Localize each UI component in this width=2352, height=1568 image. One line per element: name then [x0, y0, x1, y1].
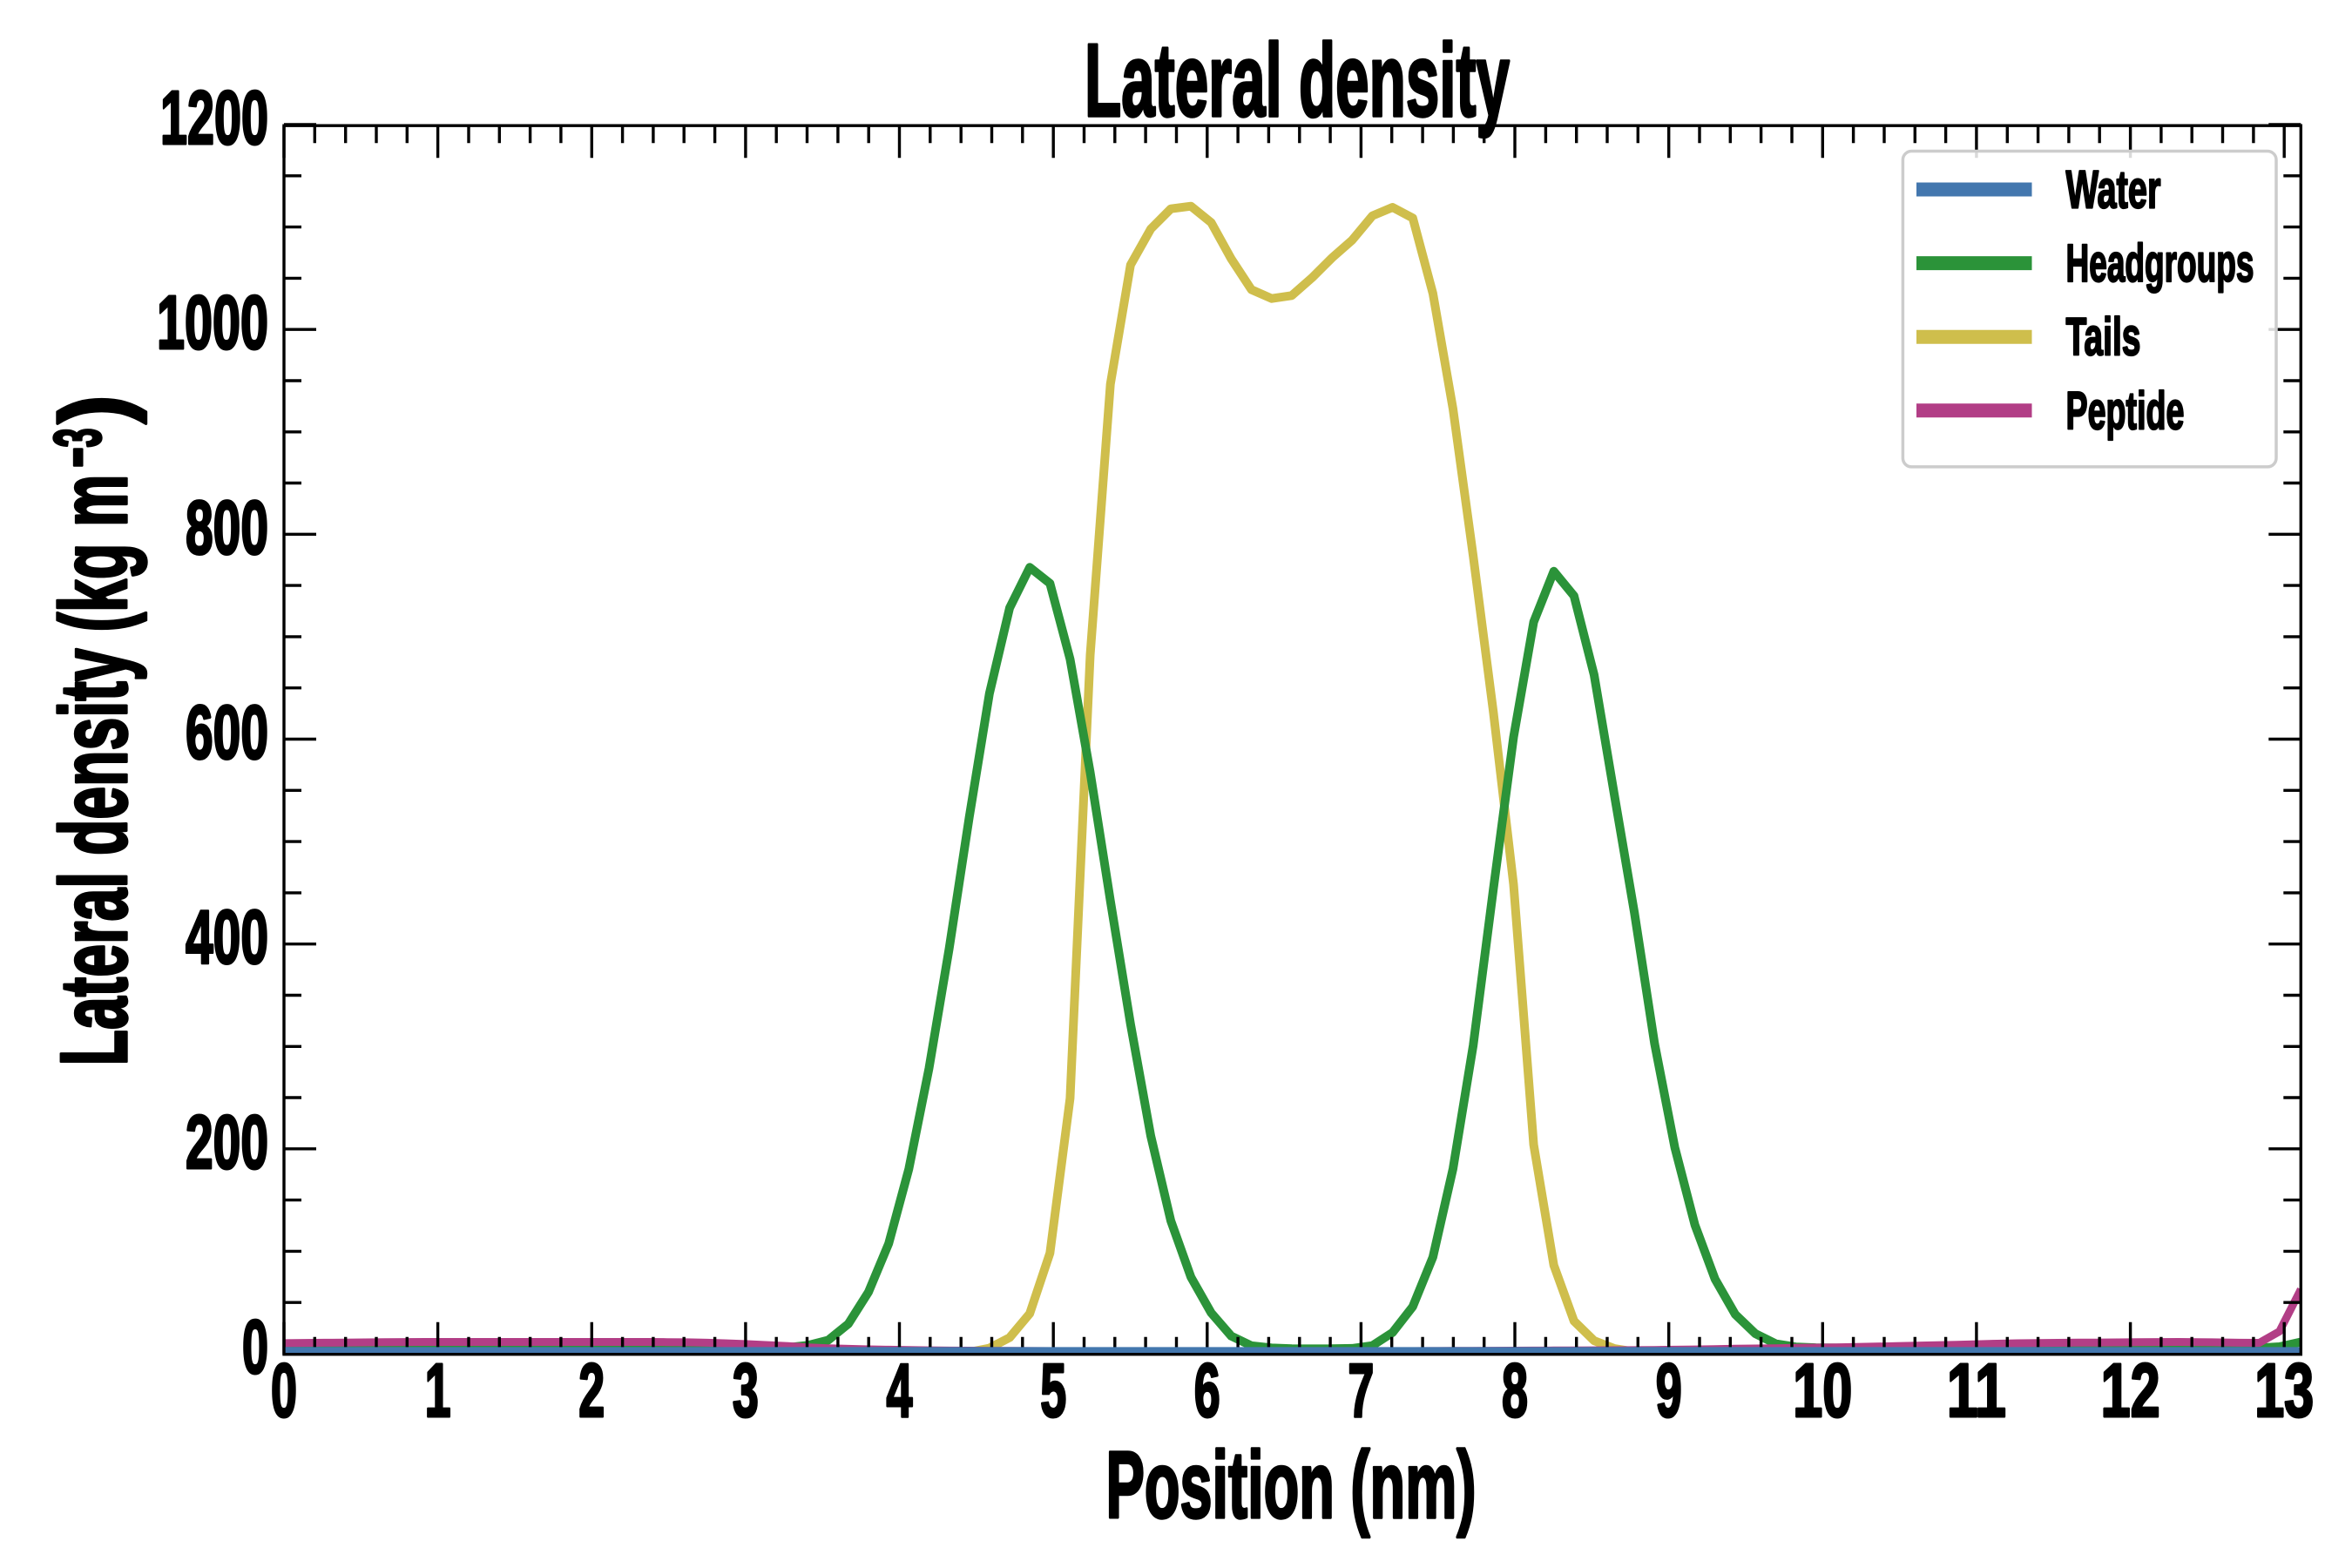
svg-text:13: 13 — [2254, 1348, 2314, 1433]
svg-text:10: 10 — [1793, 1348, 1852, 1433]
svg-text:Peptide: Peptide — [2066, 381, 2185, 440]
svg-text:5: 5 — [1040, 1348, 1066, 1433]
svg-text:400: 400 — [186, 896, 268, 980]
svg-text:4: 4 — [886, 1348, 912, 1433]
svg-text:Water: Water — [2066, 160, 2161, 220]
svg-text:1: 1 — [425, 1348, 451, 1433]
svg-text:2: 2 — [578, 1348, 605, 1433]
svg-text:8: 8 — [1502, 1348, 1528, 1433]
svg-text:Position (nm): Position (nm) — [1106, 1432, 1477, 1538]
svg-text:1000: 1000 — [157, 280, 268, 365]
svg-text:800: 800 — [186, 485, 268, 570]
svg-text:11: 11 — [1947, 1348, 2006, 1433]
svg-text:1200: 1200 — [160, 76, 268, 160]
svg-text:6: 6 — [1194, 1348, 1220, 1433]
svg-text:3: 3 — [733, 1348, 759, 1433]
svg-text:9: 9 — [1656, 1348, 1682, 1433]
svg-text:7: 7 — [1348, 1348, 1374, 1433]
svg-text:12: 12 — [2101, 1348, 2160, 1433]
svg-text:200: 200 — [186, 1100, 268, 1185]
svg-text:Tails: Tails — [2066, 308, 2141, 367]
svg-text:Lateral density: Lateral density — [1085, 23, 1510, 139]
svg-text:0: 0 — [271, 1348, 297, 1433]
svg-text:): ) — [41, 395, 147, 424]
svg-text:600: 600 — [186, 691, 268, 775]
svg-text:0: 0 — [242, 1305, 268, 1389]
svg-text:−3: −3 — [41, 429, 115, 468]
svg-text:Lateral density (kg m: Lateral density (kg m — [41, 475, 147, 1066]
svg-text:Headgroups: Headgroups — [2066, 233, 2254, 293]
